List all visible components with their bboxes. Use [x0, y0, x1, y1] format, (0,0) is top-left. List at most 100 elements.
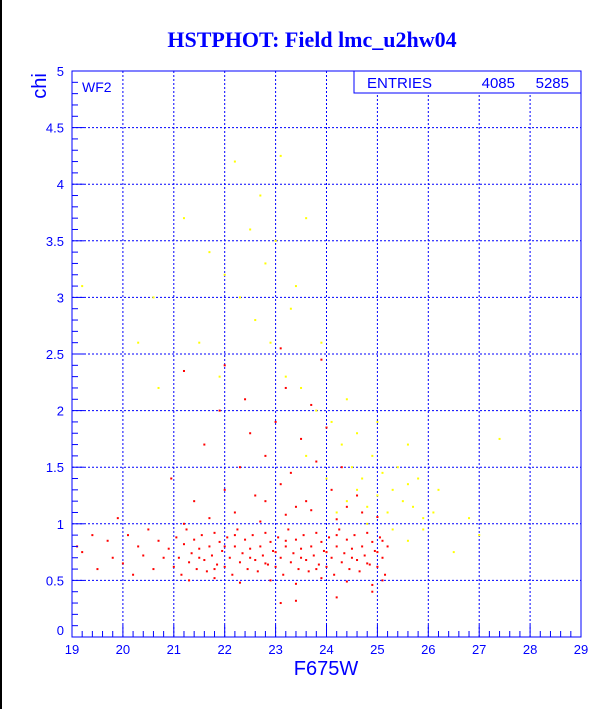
- data-point: [381, 471, 384, 474]
- data-point: [233, 545, 236, 548]
- data-point: [305, 454, 308, 457]
- data-point: [226, 536, 229, 539]
- y-tick-label: 0: [57, 623, 64, 638]
- data-point: [274, 565, 277, 568]
- data-point: [198, 547, 201, 550]
- data-point: [320, 358, 323, 361]
- data-point: [322, 549, 325, 552]
- data-point: [376, 420, 379, 423]
- data-point: [338, 528, 341, 531]
- data-point: [343, 552, 346, 555]
- data-point: [261, 554, 264, 557]
- y-tick-label: 1: [57, 517, 64, 532]
- data-point: [384, 573, 387, 576]
- data-point: [223, 545, 226, 548]
- data-point: [137, 545, 140, 548]
- data-point: [249, 228, 252, 231]
- data-point: [272, 549, 275, 552]
- data-point: [203, 443, 206, 446]
- data-point: [81, 551, 84, 554]
- data-point: [132, 573, 135, 576]
- y-tick-label: 2: [57, 404, 64, 419]
- data-point: [366, 562, 369, 565]
- x-tick-label: 28: [523, 642, 537, 657]
- data-point: [91, 534, 94, 537]
- data-point: [294, 285, 297, 288]
- data-point: [210, 554, 213, 557]
- data-point: [335, 518, 338, 521]
- y-tick-label: 0.5: [46, 573, 64, 588]
- y-tick-label: 2.5: [46, 347, 64, 362]
- data-point: [371, 590, 374, 593]
- data-point: [137, 341, 140, 344]
- data-point: [406, 539, 409, 542]
- data-point: [348, 568, 351, 571]
- data-point: [266, 563, 269, 566]
- data-point: [284, 513, 287, 516]
- data-point: [216, 563, 219, 566]
- data-point: [396, 466, 399, 469]
- data-point: [478, 534, 481, 537]
- data-point: [300, 437, 303, 440]
- data-point: [335, 545, 338, 548]
- data-point: [287, 528, 290, 531]
- data-point: [422, 517, 425, 520]
- data-point: [279, 602, 282, 605]
- data-point: [297, 568, 300, 571]
- data-point: [289, 471, 292, 474]
- data-point: [152, 296, 155, 299]
- data-point: [157, 539, 160, 542]
- data-point: [417, 477, 420, 480]
- data-point: [205, 570, 208, 573]
- y-tick-label: 5: [57, 64, 64, 79]
- y-tick-label: 3.5: [46, 234, 64, 249]
- data-point: [213, 577, 216, 580]
- x-tick-label: 26: [421, 642, 435, 657]
- x-tick-label: 25: [370, 642, 384, 657]
- data-point: [111, 556, 114, 559]
- data-point: [152, 568, 155, 571]
- data-point: [294, 599, 297, 602]
- data-point: [294, 582, 297, 585]
- data-point: [185, 528, 188, 531]
- data-point: [330, 556, 333, 559]
- data-point: [182, 522, 185, 525]
- data-point: [376, 494, 379, 497]
- data-point: [292, 552, 295, 555]
- data-point: [213, 568, 216, 571]
- data-point: [284, 545, 287, 548]
- data-point: [282, 573, 285, 576]
- data-point: [264, 262, 267, 265]
- axis-ticks: 19 20 21 22 23 24 25 26 27 28 29 0 0.5 1 1.5 2 2.5 3 3.5 4 4…: [46, 64, 588, 657]
- data-point: [233, 160, 236, 163]
- stats-box: ENTRIES 5285 4085: [353, 70, 582, 94]
- data-point: [325, 565, 328, 568]
- data-point: [366, 505, 369, 508]
- data-point: [188, 561, 191, 564]
- data-point: [198, 341, 201, 344]
- data-point: [437, 488, 440, 491]
- data-point: [315, 460, 318, 463]
- data-point: [284, 375, 287, 378]
- data-point: [233, 511, 236, 514]
- data-point: [335, 596, 338, 599]
- data-point: [310, 403, 313, 406]
- data-point: [221, 549, 224, 552]
- data-point: [356, 432, 359, 435]
- data-point: [335, 511, 338, 514]
- data-point: [356, 488, 359, 491]
- data-point: [350, 466, 353, 469]
- stats-label: ENTRIES: [367, 75, 432, 92]
- data-point: [249, 547, 252, 550]
- data-point: [391, 488, 394, 491]
- data-point: [142, 554, 145, 557]
- data-point: [452, 551, 455, 554]
- data-point: [175, 536, 178, 539]
- data-point: [356, 494, 359, 497]
- data-point: [412, 505, 415, 508]
- data-point: [269, 540, 272, 543]
- data-point: [236, 528, 239, 531]
- data-point: [238, 561, 241, 564]
- data-point: [218, 540, 221, 543]
- data-point: [182, 217, 185, 220]
